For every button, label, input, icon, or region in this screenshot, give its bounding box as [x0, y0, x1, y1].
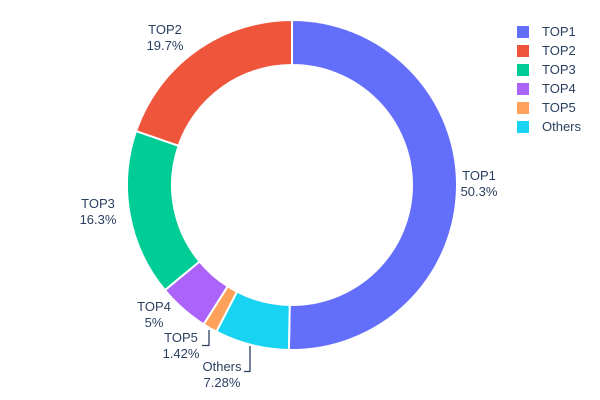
legend-swatch-top5	[517, 101, 529, 114]
legend-item-top5[interactable]: TOP5	[517, 98, 581, 117]
pie-slice-top3[interactable]	[126, 129, 201, 292]
legend-label: TOP1	[542, 24, 576, 39]
leader-line-top5	[202, 330, 210, 347]
legend-label: TOP2	[542, 43, 576, 58]
legend-swatch-top1	[517, 25, 529, 38]
pie-slice-top1[interactable]	[287, 18, 458, 351]
legend: TOP1 TOP2 TOP3 TOP4 TOP5 Others	[517, 22, 581, 136]
legend-item-top2[interactable]: TOP2	[517, 41, 581, 60]
legend-swatch-others	[517, 120, 529, 133]
pie-slice-top2[interactable]	[134, 18, 293, 148]
legend-label: TOP5	[542, 100, 576, 115]
legend-item-top3[interactable]: TOP3	[517, 60, 581, 79]
legend-item-top1[interactable]: TOP1	[517, 22, 581, 41]
legend-label: Others	[542, 119, 582, 134]
legend-label: TOP4	[542, 81, 576, 96]
legend-swatch-top2	[517, 44, 529, 57]
legend-swatch-top4	[517, 82, 529, 95]
leader-line-others	[244, 346, 251, 373]
legend-label: TOP3	[542, 62, 576, 77]
legend-swatch-top3	[517, 63, 529, 76]
legend-item-top4[interactable]: TOP4	[517, 79, 581, 98]
legend-item-others[interactable]: Others	[517, 117, 581, 136]
